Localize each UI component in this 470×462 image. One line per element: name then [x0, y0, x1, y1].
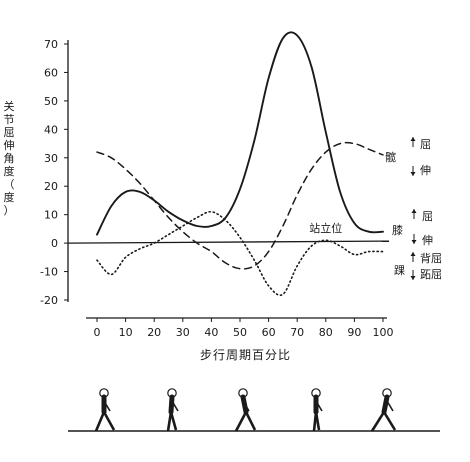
- walker-figure: [234, 388, 257, 432]
- arrow-down-icon: [411, 234, 417, 244]
- y-axis-label-char: 度: [3, 191, 15, 204]
- y-tick-label: 40: [44, 123, 58, 136]
- standing-reference: 站立位: [67, 137, 417, 280]
- x-tick-label: 50: [233, 326, 247, 339]
- hip-joint-label: 髋: [385, 151, 396, 164]
- walker-figure: [311, 388, 323, 432]
- y-tick-label: 0: [51, 237, 58, 250]
- x-tick-label: 80: [319, 326, 333, 339]
- y-axis-label-char: 关: [3, 100, 15, 113]
- ankle-joint-label: 踝: [394, 264, 405, 277]
- axes: [64, 40, 387, 322]
- y-tick-label: 70: [44, 38, 58, 51]
- standing-reference-label: 站立位: [309, 221, 342, 235]
- standing-reference-line: [67, 240, 390, 244]
- arrow-up-icon: [410, 252, 416, 262]
- y-tick-label: 60: [44, 66, 58, 79]
- x-tick-label: 30: [176, 326, 190, 339]
- hip-ext-label: 伸: [420, 164, 431, 177]
- arrow-up-icon: [411, 209, 417, 219]
- x-tick-label: 60: [262, 326, 276, 339]
- y-tick-label: -10: [40, 266, 58, 279]
- y-tick-label: 20: [44, 180, 58, 193]
- x-tick-label: 70: [290, 326, 304, 339]
- x-tick-label: 90: [347, 326, 361, 339]
- y-axis-label-char: 节: [3, 113, 15, 126]
- y-tick-label: 30: [44, 152, 58, 165]
- series-lines: [96, 31, 384, 296]
- arrow-up-icon: [410, 137, 416, 147]
- y-axis-label: 关节屈伸角度（度）: [2, 100, 16, 217]
- arrow-down-icon: [410, 270, 416, 280]
- x-tick-label: 100: [373, 326, 394, 339]
- y-tick-label: -20: [40, 294, 58, 307]
- y-axis-label-char: 屈: [3, 126, 15, 139]
- knee-joint-label: 膝: [392, 224, 403, 237]
- walker-figure: [370, 388, 397, 432]
- arrow-down-icon: [410, 166, 416, 176]
- ankle-plantar-label: 跖屈: [420, 268, 442, 281]
- y-axis-label-char: ）: [3, 204, 15, 217]
- y-tick-label: 50: [44, 95, 58, 108]
- ankle-dorsi-label: 背屈: [420, 252, 442, 265]
- walker-figure: [94, 388, 116, 432]
- hip-flex-label: 屈: [420, 138, 431, 151]
- knee-flex-label: 屈: [422, 210, 433, 223]
- y-axis-label-char: 角: [3, 152, 15, 165]
- knee-curve: [96, 31, 384, 236]
- walker-figure: [166, 388, 179, 432]
- y-axis-label-char: （: [3, 178, 15, 191]
- y-axis-label-char: 度: [3, 165, 15, 178]
- x-tick-label: 20: [147, 326, 161, 339]
- x-tick-label: 0: [94, 326, 101, 339]
- ankle-curve: [96, 210, 384, 296]
- y-axis-label-char: 伸: [3, 139, 15, 152]
- knee-ext-label: 伸: [422, 234, 433, 247]
- x-tick-label: 40: [204, 326, 218, 339]
- walker-figures: [68, 388, 440, 432]
- x-tick-label: 10: [119, 326, 133, 339]
- y-tick-label: 10: [44, 209, 58, 222]
- x-axis-label: 步行周期百分比: [200, 348, 292, 362]
- hip-curve: [96, 141, 384, 270]
